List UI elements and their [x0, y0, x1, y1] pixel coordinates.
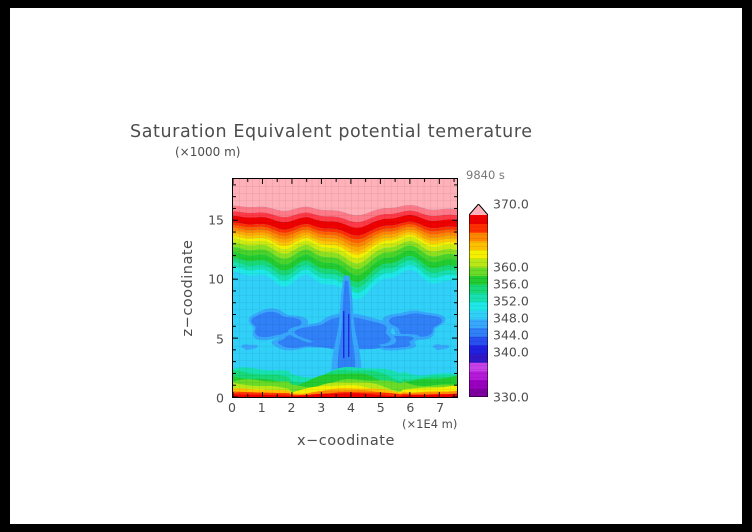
timestamp-label: 9840 s: [466, 168, 505, 182]
figure-page: Saturation Equivalent potential temeratu…: [10, 8, 742, 524]
colorbar-gradient: [469, 204, 488, 397]
x-tick-label: 0: [228, 400, 236, 415]
colorbar-tick-label: 360.0: [493, 259, 529, 275]
x-tick-label: 5: [376, 400, 385, 415]
y-tick-label: 10: [208, 271, 224, 287]
contour-plot-area: [232, 178, 458, 398]
x-tick-label: 1: [257, 400, 266, 415]
plot-subtitle: (×1000 m): [175, 145, 241, 159]
x-axis-unit: (×1E4 m): [402, 417, 458, 431]
x-tick-label: 3: [317, 400, 326, 415]
contour-field: [233, 179, 457, 397]
y-tick-label: 5: [216, 331, 224, 347]
x-tick-label: 7: [436, 400, 445, 415]
plot-title: Saturation Equivalent potential temeratu…: [130, 122, 533, 142]
colorbar-tick-label: 330.0: [493, 389, 529, 405]
colorbar-tick-label: 356.0: [493, 276, 529, 292]
colorbar-tick-label: 352.0: [493, 293, 529, 309]
y-tick-label: 0: [216, 390, 224, 406]
colorbar-tick-label: 344.0: [493, 327, 529, 343]
x-tick-label: 6: [406, 400, 415, 415]
colorbar: [469, 204, 488, 397]
y-tick-label: 15: [208, 212, 224, 228]
colorbar-tick-label: 348.0: [493, 310, 529, 326]
colorbar-tick-label: 370.0: [493, 196, 529, 212]
colorbar-tick-label: 340.0: [493, 344, 529, 360]
x-tick-label: 2: [287, 400, 296, 415]
y-axis-title: z−coodinate: [180, 239, 196, 337]
x-axis-title: x−coodinate: [297, 433, 395, 449]
x-tick-label: 4: [346, 400, 355, 415]
